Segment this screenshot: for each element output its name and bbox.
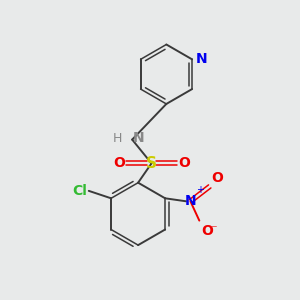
Text: N: N xyxy=(196,52,208,66)
Text: Cl: Cl xyxy=(72,184,87,198)
Text: O: O xyxy=(178,156,190,170)
Text: N: N xyxy=(184,194,196,208)
Text: ⁻: ⁻ xyxy=(210,223,216,236)
Text: +: + xyxy=(196,185,204,195)
Text: N: N xyxy=(133,131,144,145)
Text: S: S xyxy=(146,156,157,171)
Text: O: O xyxy=(113,156,125,170)
Text: O: O xyxy=(201,224,213,238)
Text: O: O xyxy=(211,171,223,185)
Text: H: H xyxy=(112,132,122,145)
